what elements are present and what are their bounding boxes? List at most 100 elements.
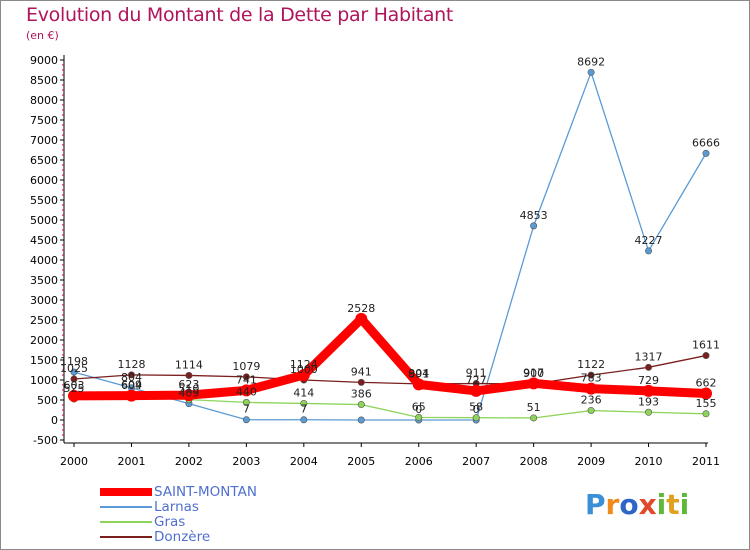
data-label: 440 xyxy=(236,385,257,398)
data-point xyxy=(587,68,595,76)
data-label: 6666 xyxy=(692,136,720,149)
x-tick-label: 2011 xyxy=(692,455,720,468)
data-point xyxy=(530,414,538,422)
data-label: 386 xyxy=(351,388,372,401)
data-point xyxy=(470,384,483,397)
data-label: 900 xyxy=(523,367,544,380)
data-label: 741 xyxy=(236,373,257,386)
data-point xyxy=(415,413,423,421)
x-tick-label: 2004 xyxy=(290,455,318,468)
data-point xyxy=(645,363,653,371)
data-label: 1317 xyxy=(635,350,663,363)
data-label: 409 xyxy=(178,387,199,400)
data-label: 917 xyxy=(523,366,544,379)
y-tick-label: 5000 xyxy=(30,214,58,227)
y-tick-label: 2500 xyxy=(30,314,58,327)
data-label: 1079 xyxy=(232,360,260,373)
data-label: 911 xyxy=(466,367,487,380)
data-point xyxy=(702,410,710,418)
data-label: 8692 xyxy=(577,55,605,68)
legend-item-donzere: Donzère xyxy=(100,530,340,545)
chart-title: Evolution du Montant de la Dette par Hab… xyxy=(26,4,454,26)
y-tick-label: 2000 xyxy=(30,334,58,347)
data-label: 510 xyxy=(178,383,199,396)
data-label: 1025 xyxy=(60,362,88,375)
data-label: 941 xyxy=(351,365,372,378)
x-tick-label: 2008 xyxy=(520,455,548,468)
data-label: 1114 xyxy=(175,358,203,371)
y-tick-label: 7500 xyxy=(30,114,58,127)
legend-swatch-larnas xyxy=(100,506,152,508)
data-point xyxy=(357,378,365,386)
data-point xyxy=(702,149,710,157)
data-point xyxy=(242,373,250,381)
data-label: 414 xyxy=(293,386,314,399)
data-point xyxy=(70,368,78,376)
data-label: 1000 xyxy=(290,363,318,376)
legend-swatch-donzere xyxy=(100,536,152,538)
data-point xyxy=(585,382,598,395)
proxiti-logo: Proxiti xyxy=(585,488,690,521)
y-tick-label: 500 xyxy=(37,394,58,407)
data-label: 236 xyxy=(581,394,602,407)
data-point xyxy=(300,399,308,407)
data-point xyxy=(472,414,480,422)
data-label: 783 xyxy=(581,372,602,385)
y-tick-label: 3000 xyxy=(30,294,58,307)
data-point xyxy=(355,312,368,325)
data-point xyxy=(242,416,250,424)
x-tick-label: 2002 xyxy=(175,455,203,468)
x-tick-label: 2006 xyxy=(405,455,433,468)
data-point xyxy=(70,375,78,383)
data-label: 727 xyxy=(466,374,487,387)
data-label: 155 xyxy=(696,397,717,410)
legend-item-larnas: Larnas xyxy=(100,500,340,515)
data-label: 1124 xyxy=(290,358,318,371)
data-label: 1611 xyxy=(692,339,720,352)
data-point xyxy=(185,371,193,379)
x-tick-label: 2000 xyxy=(60,455,88,468)
legend-item-saint-montan: SAINT-MONTAN xyxy=(100,485,340,500)
data-label: 0 xyxy=(473,403,480,416)
data-point xyxy=(242,398,250,406)
data-point xyxy=(412,378,425,391)
y-tick-label: 5500 xyxy=(30,194,58,207)
legend: SAINT-MONTAN Larnas Gras Donzère xyxy=(100,485,340,545)
y-tick-label: 7000 xyxy=(30,134,58,147)
data-point xyxy=(645,408,653,416)
data-label: 0 xyxy=(415,403,422,416)
y-tick-label: 8000 xyxy=(30,94,58,107)
data-label: 4853 xyxy=(520,209,548,222)
data-point xyxy=(68,389,80,402)
data-point xyxy=(700,387,712,400)
data-label: 603 xyxy=(64,379,85,392)
y-tick-label: 1500 xyxy=(30,354,58,367)
series-line-larnas xyxy=(73,71,707,421)
y-tick-label: 4000 xyxy=(30,254,58,267)
data-label: 623 xyxy=(178,378,199,391)
data-label: 1122 xyxy=(577,358,605,371)
data-point xyxy=(642,384,655,397)
data-label: 609 xyxy=(121,379,142,392)
y-tick-label: 1000 xyxy=(30,374,58,387)
chart-subtitle: (en €) xyxy=(26,29,59,42)
data-label: 51 xyxy=(527,401,541,414)
legend-label: SAINT-MONTAN xyxy=(154,484,257,500)
data-point xyxy=(300,416,308,424)
legend-item-gras: Gras xyxy=(100,515,340,530)
legend-label: Gras xyxy=(154,514,186,530)
y-tick-label: 4500 xyxy=(30,234,58,247)
y-tick-label: 8500 xyxy=(30,74,58,87)
data-point xyxy=(587,407,595,415)
x-tick-label: 2001 xyxy=(117,455,145,468)
data-point xyxy=(127,371,135,379)
data-point xyxy=(357,401,365,409)
y-tick-label: -500 xyxy=(33,434,58,447)
data-label: 904 xyxy=(408,367,429,380)
y-tick-label: 6000 xyxy=(30,174,58,187)
data-point xyxy=(297,369,310,382)
data-point xyxy=(357,416,365,424)
data-label: 662 xyxy=(696,377,717,390)
